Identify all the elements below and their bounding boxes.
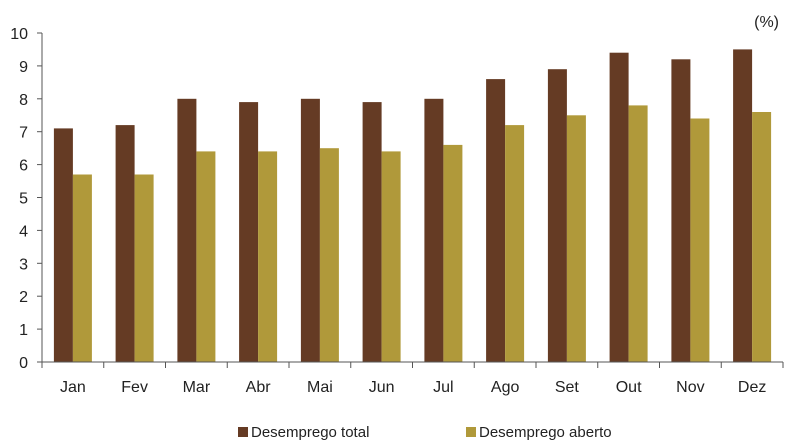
bar-total-mar (177, 98, 197, 363)
x-tick-label-nov: Nov (676, 379, 704, 396)
bar-aberto-jan (72, 174, 92, 362)
y-tick-label-3: 3 (19, 256, 28, 273)
y-tick-label-9: 9 (19, 59, 28, 76)
bar-total-abr (239, 102, 259, 362)
bar-total-jan (53, 128, 73, 362)
bar-total-set (547, 69, 567, 362)
y-tick-label-1: 1 (19, 322, 28, 339)
y-tick-label-10: 10 (10, 26, 28, 43)
x-tick-label-set: Set (555, 379, 580, 396)
bar-aberto-mai (319, 148, 339, 362)
bar-aberto-dez (752, 112, 772, 362)
bar-total-ago (486, 79, 506, 362)
bars-group (53, 49, 772, 363)
y-tick-label-7: 7 (19, 125, 28, 142)
x-tick-label-fev: Fev (121, 379, 148, 396)
y-tick-label-8: 8 (19, 92, 28, 109)
y-tick-label-5: 5 (19, 191, 28, 208)
legend-label-total: Desemprego total (251, 424, 369, 441)
bar-aberto-out (628, 105, 648, 363)
bar-aberto-nov (690, 118, 710, 362)
bar-total-jul (424, 98, 444, 363)
y-tick-label-2: 2 (19, 289, 28, 306)
unit-label: (%) (754, 14, 779, 31)
bar-aberto-ago (505, 125, 525, 362)
bar-total-out (609, 52, 629, 362)
x-tick-label-abr: Abr (246, 379, 272, 396)
legend: Desemprego total Desemprego aberto (238, 424, 612, 441)
y-axis: 0 1 2 3 4 5 6 7 8 9 10 (10, 26, 43, 372)
bar-total-jun (362, 102, 382, 362)
bar-aberto-jul (443, 144, 463, 362)
legend-swatch-aberto (466, 427, 476, 437)
bar-total-fev (115, 125, 135, 362)
x-tick-label-jul: Jul (433, 379, 453, 396)
x-tick-label-mai: Mai (307, 379, 333, 396)
x-tick-label-mar: Mar (183, 379, 211, 396)
bar-total-dez (733, 49, 753, 363)
y-tick-label-6: 6 (19, 158, 28, 175)
bar-total-nov (671, 59, 691, 363)
x-tick-label-ago: Ago (491, 379, 520, 396)
y-tick-label-4: 4 (19, 223, 28, 240)
bar-total-mai (300, 98, 320, 363)
bar-aberto-fev (134, 174, 154, 362)
bar-aberto-jun (381, 151, 401, 362)
x-axis: Jan Fev Mar Abr Mai Jun Jul Ago Set Out Nov Dez (41, 361, 784, 396)
bar-aberto-mar (196, 151, 216, 362)
y-tick-label-0: 0 (19, 355, 28, 372)
legend-label-aberto: Desemprego aberto (479, 424, 612, 441)
bar-aberto-set (566, 115, 586, 363)
x-tick-label-dez: Dez (738, 379, 766, 396)
bar-aberto-abr (258, 151, 278, 362)
x-tick-label-out: Out (616, 379, 642, 396)
legend-swatch-total (238, 427, 248, 437)
x-tick-label-jun: Jun (369, 379, 395, 396)
x-tick-label-jan: Jan (60, 379, 86, 396)
